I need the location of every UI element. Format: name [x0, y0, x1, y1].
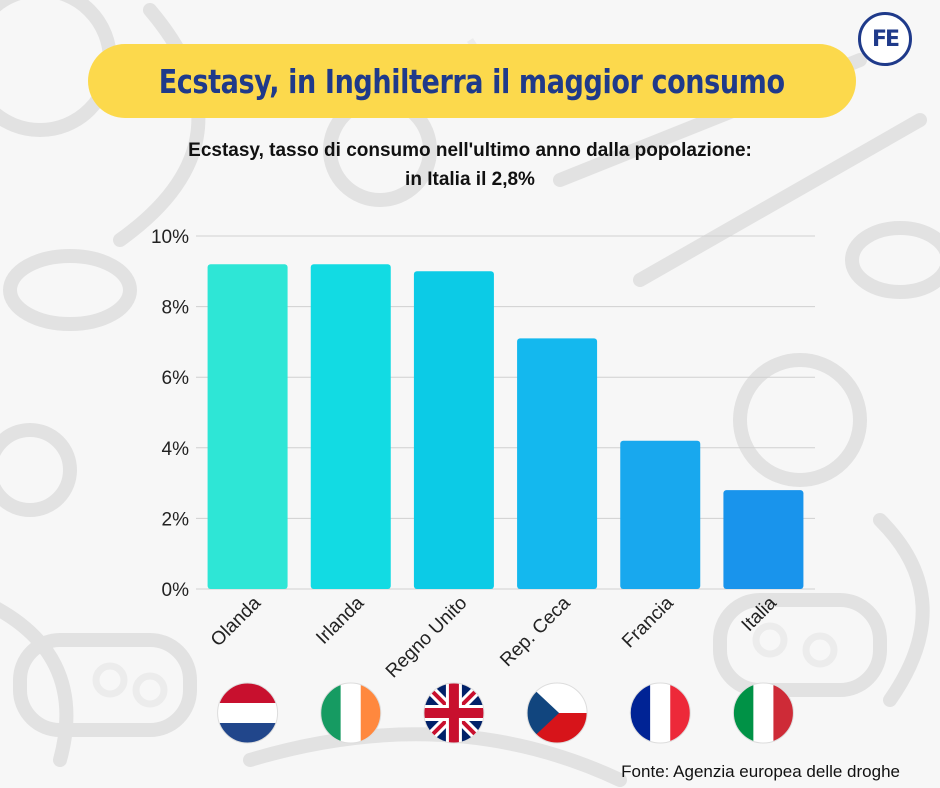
x-tick-label: Olanda	[207, 592, 265, 650]
united-kingdom-flag	[423, 682, 485, 744]
chart-title: Ecstasy, tasso di consumo nell'ultimo an…	[0, 136, 940, 194]
source-note: Fonte: Agenzia europea delle droghe	[621, 762, 900, 781]
bar	[310, 264, 391, 589]
y-tick-label: 10%	[151, 227, 189, 248]
bar	[413, 271, 494, 589]
x-tick-label: Regno Unito	[382, 593, 472, 683]
y-tick-label: 8%	[162, 298, 190, 319]
bar	[620, 440, 701, 589]
bar	[723, 490, 804, 589]
italy-flag	[732, 682, 794, 744]
page-title: Ecstasy, in Inghilterra il maggior consu…	[159, 61, 785, 101]
x-tick-label: Francia	[618, 592, 678, 652]
chart-title-line2: in Italia il 2,8%	[405, 169, 535, 190]
chart-title-line1: Ecstasy, tasso di consumo nell'ultimo an…	[188, 140, 752, 161]
y-tick-label: 2%	[162, 509, 190, 530]
y-tick-label: 0%	[162, 580, 190, 601]
x-tick-label: Rep. Ceca	[496, 592, 575, 671]
title-banner: Ecstasy, in Inghilterra il maggior consu…	[88, 44, 856, 118]
logo-text: FE	[871, 26, 900, 52]
x-tick-label: Irlanda	[312, 592, 368, 648]
czech-republic-flag	[526, 682, 588, 744]
bar	[207, 264, 288, 589]
ireland-flag	[320, 682, 382, 744]
bar	[517, 338, 598, 589]
netherlands-flag	[217, 682, 279, 744]
y-tick-label: 4%	[162, 439, 190, 460]
france-flag	[629, 682, 691, 744]
fe-logo: FE	[858, 12, 912, 66]
y-tick-label: 6%	[162, 368, 190, 389]
x-tick-label: Italia	[738, 592, 782, 636]
